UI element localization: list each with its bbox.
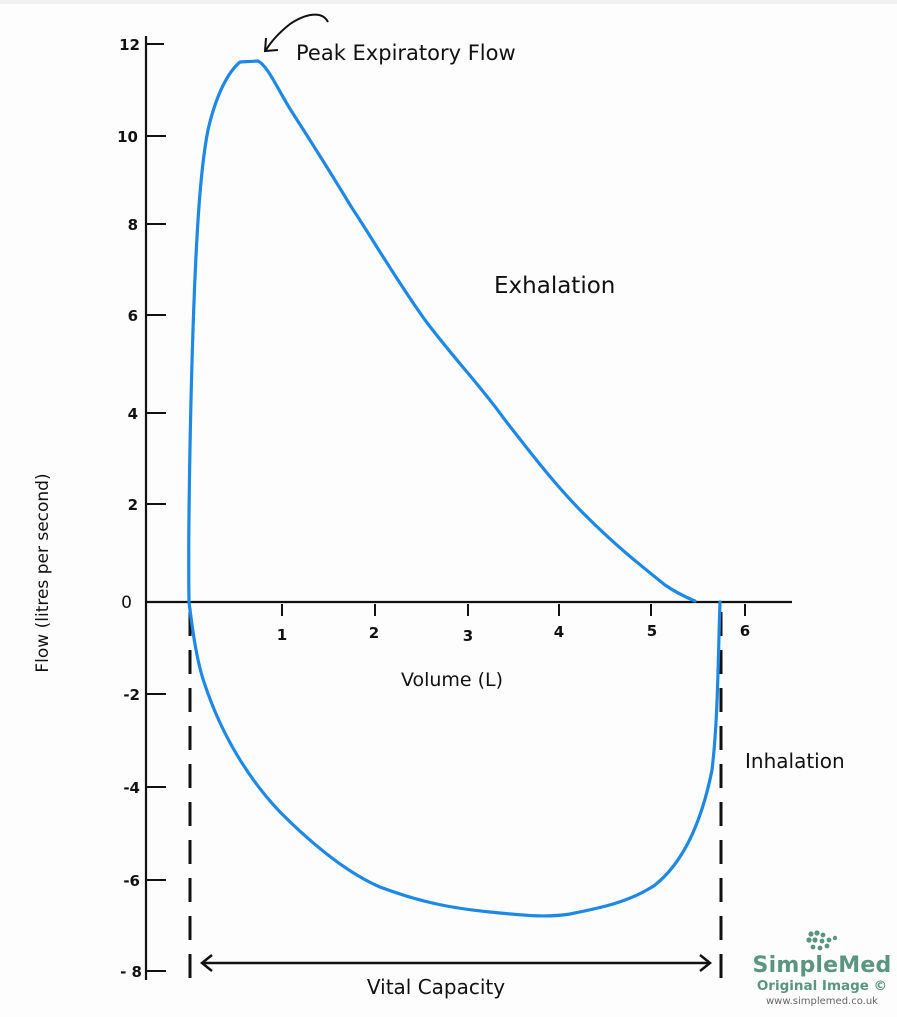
y-tick-label: 8 [128,216,138,234]
y-tick-label: 4 [128,405,138,423]
arrow-right-icon [699,954,713,972]
y-tick-label: 2 [128,496,138,514]
peak-arrow-head-icon [263,37,279,53]
x-tick-label: 6 [740,622,750,640]
watermark-url: www.simplemed.co.uk [766,996,878,1007]
exhalation-curve [187,59,697,604]
y-tick-label: 0 [121,593,132,613]
x-tick-label: 1 [277,626,287,644]
inhalation-curve [187,600,722,918]
top-border [0,0,897,4]
y-tick-label: -2 [123,686,140,704]
watermark-subtitle: Original Image © [756,978,888,994]
inhalation-label: Inhalation [745,749,845,773]
x-ticks [281,604,746,616]
x-tick-label: 3 [463,627,473,645]
peak-arrow-icon [265,13,329,51]
watermark-brand: SimpleMed [752,953,892,978]
y-tick-label: - 8 [120,963,142,981]
y-tick-label: 6 [128,307,138,325]
arrow-left-icon [199,954,213,972]
y-ticks [146,43,166,972]
x-tick-label: 2 [369,624,379,642]
y-tick-label: 12 [119,36,140,54]
y-axis-label: Flow (litres per second) [33,473,53,672]
peak-expiratory-flow-label: Peak Expiratory Flow [296,41,516,65]
y-tick-label: 10 [117,128,138,146]
x-tick-label: 4 [554,623,564,641]
simplemed-logo-icon [806,930,838,951]
y-tick-label: -4 [123,779,140,797]
x-tick-label: 5 [647,622,657,640]
simplemed-watermark: SimpleMed Original Image © www.simplemed… [752,930,892,1009]
vital-capacity-label: Vital Capacity [367,975,505,999]
y-tick-label: -6 [123,872,140,890]
exhalation-label: Exhalation [494,273,615,299]
x-axis-label: Volume (L) [401,669,503,691]
